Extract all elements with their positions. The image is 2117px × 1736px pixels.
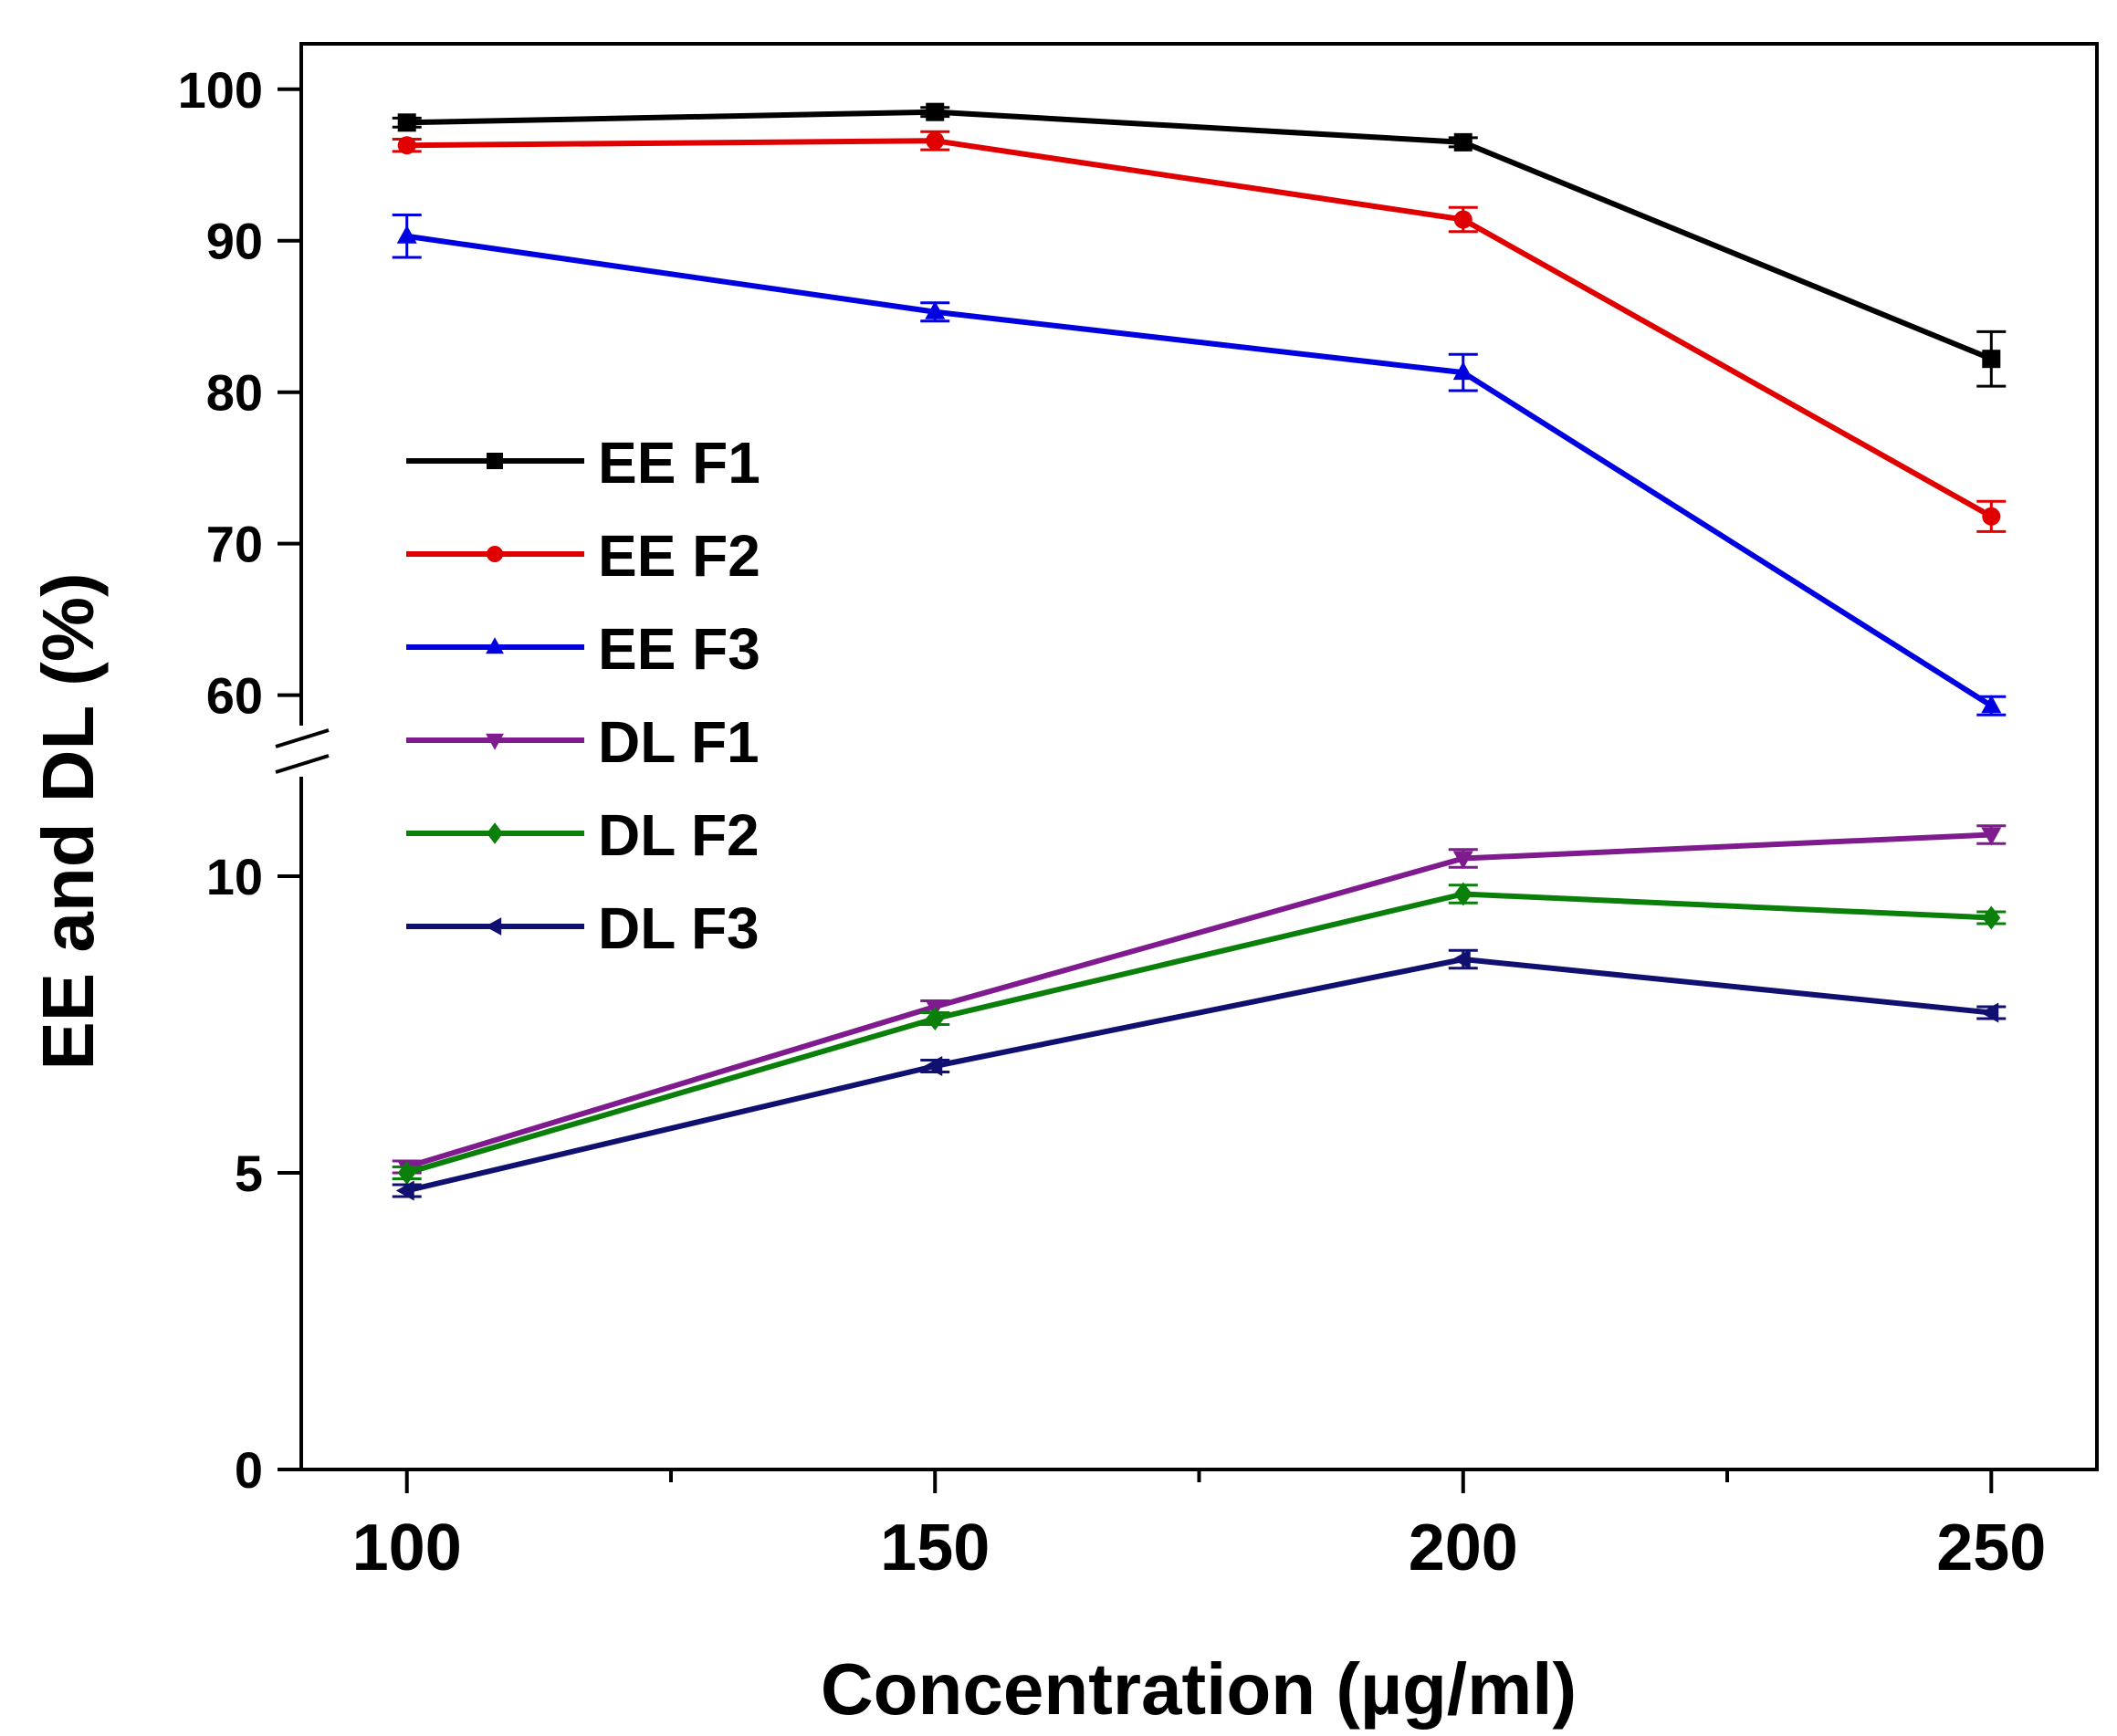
series-line — [406, 138, 1993, 519]
data-point — [397, 136, 416, 155]
y-tick-label: 60 — [206, 667, 263, 725]
data-point — [397, 1161, 416, 1185]
series-line — [406, 109, 1993, 361]
legend-item: DL F3 — [406, 895, 760, 961]
data-point — [1452, 851, 1473, 870]
y-tick-label: 90 — [206, 213, 263, 270]
data-point — [1452, 361, 1473, 381]
data-point — [1982, 507, 2001, 526]
y-axis-title: EE and DL (%) — [27, 572, 109, 1070]
y-tick-label: 70 — [206, 516, 263, 573]
legend-marker — [486, 733, 504, 750]
series-dl-f1 — [392, 824, 2007, 1178]
data-point — [1453, 882, 1472, 906]
y-tick-label: 80 — [206, 364, 263, 422]
legend-marker — [487, 453, 503, 469]
series-dl-f2 — [392, 882, 2007, 1185]
series-dl-f3 — [392, 948, 2007, 1201]
y-tick-label: 10 — [206, 848, 263, 905]
series-ee-f3 — [392, 214, 2007, 716]
x-tick-label: 250 — [1936, 1511, 2046, 1584]
data-point — [1452, 949, 1471, 969]
legend-item: DL F2 — [406, 802, 760, 868]
data-point — [926, 131, 945, 151]
series-line — [405, 831, 1992, 1170]
y-tick-label: 100 — [178, 61, 263, 119]
x-tick-label: 100 — [352, 1511, 462, 1584]
data-point — [397, 113, 416, 132]
legend-marker — [485, 917, 502, 936]
legend-label: DL F2 — [598, 802, 760, 868]
axes: 100 150 200 250 0 5 10 60 70 80 90 100 — [178, 61, 2047, 1584]
data-point — [1982, 905, 2001, 930]
data-point — [1982, 350, 2001, 369]
legend-marker — [486, 637, 504, 654]
data-point — [925, 300, 946, 319]
legend-item: EE F2 — [406, 523, 760, 589]
x-tick-label: 200 — [1409, 1511, 1518, 1584]
legend-marker — [487, 546, 503, 562]
series-line — [406, 233, 1993, 708]
legend-label: DL F1 — [598, 709, 760, 775]
y-tick-label: 5 — [235, 1145, 263, 1202]
x-tick-label: 150 — [880, 1511, 990, 1584]
legend-item: EE F1 — [406, 430, 760, 496]
data-point — [1980, 1002, 1999, 1023]
legend-label: EE F3 — [598, 616, 760, 682]
data-point — [926, 102, 945, 121]
data-point — [924, 1056, 943, 1076]
series-layer — [392, 102, 2007, 1201]
series-ee-f1 — [392, 102, 2007, 388]
series-line — [406, 957, 1992, 1194]
data-point — [1453, 132, 1472, 152]
legend-label: EE F2 — [598, 523, 760, 589]
x-axis-title: Concentration (µg/ml) — [821, 1648, 1577, 1730]
legend-label: DL F3 — [598, 895, 760, 961]
data-point — [926, 1007, 945, 1030]
y-tick-label: 0 — [235, 1441, 263, 1499]
legend: EE F1 EE F2 EE F3 DL F1 DL F2 DL F3 — [406, 430, 760, 961]
legend-item: EE F3 — [406, 616, 760, 682]
legend-marker — [487, 822, 503, 844]
legend-item: DL F1 — [406, 709, 760, 775]
data-point — [1981, 695, 2002, 714]
legend-label: EE F1 — [598, 430, 760, 496]
data-point — [396, 225, 417, 244]
series-line — [405, 891, 1992, 1176]
y-axis-break-mark — [274, 726, 330, 777]
data-point — [395, 1180, 414, 1201]
series-ee-f2 — [392, 130, 2007, 533]
data-point — [1453, 210, 1472, 229]
data-point — [1981, 827, 2002, 846]
